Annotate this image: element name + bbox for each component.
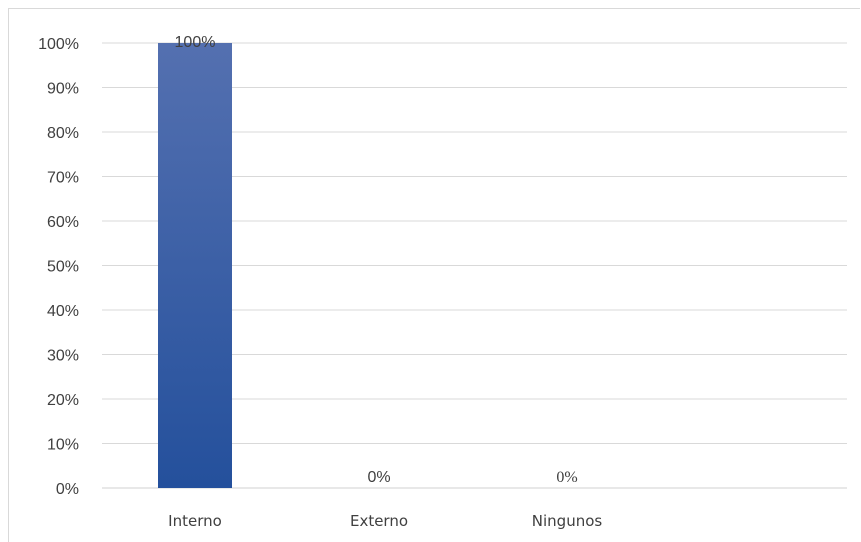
y-tick-label: 90%: [47, 81, 79, 98]
y-tick-label: 50%: [47, 259, 79, 276]
y-tick-label: 40%: [47, 303, 79, 320]
data-label-externo: 0%: [367, 469, 390, 486]
data-label-interno: 100%: [175, 34, 216, 51]
y-tick-label: 10%: [47, 437, 79, 454]
y-tick-label: 80%: [47, 125, 79, 142]
y-axis-tick-labels: 0% 10% 20% 30% 40% 50% 60% 70% 80% 90% 100%: [38, 36, 79, 498]
y-tick-label: 70%: [47, 170, 79, 187]
y-tick-label: 20%: [47, 392, 79, 409]
data-label-ningunos: 0%: [556, 469, 577, 486]
y-tick-label: 100%: [38, 36, 79, 53]
category-label-ningunos: Ningunos: [532, 512, 603, 530]
y-tick-label: 60%: [47, 214, 79, 231]
x-axis-category-labels: Interno Externo Ningunos: [168, 512, 602, 530]
data-labels: 100% 0% 0%: [175, 34, 578, 486]
category-label-interno: Interno: [168, 512, 222, 530]
category-label-externo: Externo: [350, 512, 408, 530]
y-tick-label: 30%: [47, 348, 79, 365]
y-tick-label: 0%: [56, 481, 79, 498]
chart-frame: [8, 8, 860, 542]
bars: [158, 43, 232, 488]
bar-interno: [158, 43, 232, 488]
